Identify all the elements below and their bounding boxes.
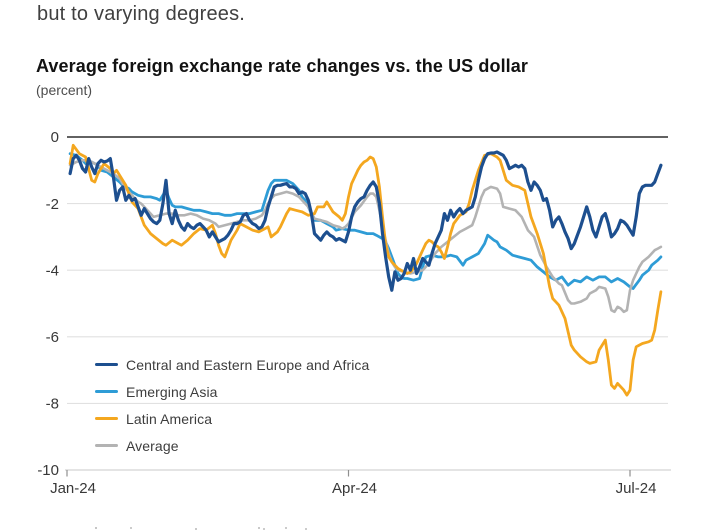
- paragraph-text: but to varying degrees.: [37, 3, 246, 25]
- legend-label-average: Average: [126, 437, 179, 454]
- x-axis-tick-label: Jan-24: [50, 480, 96, 497]
- legend-swatch-emerging-asia: [95, 389, 118, 394]
- x-axis-tick-label: Apr-24: [332, 480, 377, 497]
- legend-label-emerging-asia: Emerging Asia: [126, 383, 218, 400]
- clipped-source-text-fragment: [95, 527, 97, 529]
- legend-swatch-cee-africa: [95, 362, 118, 367]
- chart-legend: Central and Eastern Europe and Africa Em…: [95, 351, 369, 459]
- y-axis-tick-label: -6: [46, 329, 59, 346]
- chart-title: Average foreign exchange rate changes vs…: [36, 56, 529, 76]
- legend-item-latin-america: Latin America: [95, 405, 369, 432]
- legend-label-latin-america: Latin America: [126, 410, 213, 427]
- series-line-latin-america: [68, 143, 663, 397]
- x-axis-tick-label: Jul-24: [616, 480, 657, 497]
- y-axis-tick-label: 0: [51, 129, 59, 146]
- series-line-central-and-eastern-europe-and-africa: [68, 150, 663, 292]
- y-axis-tick-label: -8: [46, 396, 59, 413]
- legend-item-emerging-asia: Emerging Asia: [95, 378, 369, 405]
- legend-item-average: Average: [95, 432, 369, 459]
- y-axis-tick-label: -4: [46, 262, 59, 279]
- legend-item-cee-africa: Central and Eastern Europe and Africa: [95, 351, 369, 378]
- y-axis-tick-label: -10: [37, 462, 59, 479]
- legend-swatch-latin-america: [95, 416, 118, 421]
- y-axis-tick-label: -2: [46, 196, 59, 213]
- legend-label-cee-africa: Central and Eastern Europe and Africa: [126, 356, 370, 373]
- chart-unit-label: (percent): [36, 82, 93, 98]
- series-line-average: [68, 159, 663, 314]
- legend-swatch-average: [95, 443, 118, 448]
